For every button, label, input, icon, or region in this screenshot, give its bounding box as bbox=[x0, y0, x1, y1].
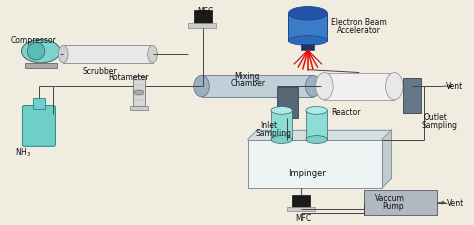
Ellipse shape bbox=[306, 106, 328, 114]
Bar bbox=[271, 110, 292, 140]
Text: Accelerator: Accelerator bbox=[337, 26, 381, 35]
Bar bbox=[364, 190, 437, 215]
Bar bbox=[133, 76, 145, 106]
Text: Rotameter: Rotameter bbox=[108, 72, 148, 81]
Ellipse shape bbox=[305, 75, 321, 97]
Text: Pump: Pump bbox=[383, 202, 404, 211]
Ellipse shape bbox=[271, 106, 292, 114]
Bar bbox=[201, 75, 313, 97]
Bar bbox=[301, 44, 314, 50]
Ellipse shape bbox=[316, 72, 333, 100]
Text: MFC: MFC bbox=[197, 7, 213, 16]
Ellipse shape bbox=[27, 43, 45, 60]
Bar bbox=[288, 207, 315, 212]
Text: Mixing: Mixing bbox=[234, 72, 259, 81]
FancyBboxPatch shape bbox=[22, 106, 55, 146]
Bar bbox=[130, 106, 148, 110]
Ellipse shape bbox=[148, 45, 157, 63]
Text: Scrubber: Scrubber bbox=[82, 67, 117, 76]
Ellipse shape bbox=[306, 136, 328, 143]
Text: Chamber: Chamber bbox=[230, 79, 265, 88]
Bar bbox=[63, 45, 153, 63]
Bar bbox=[403, 78, 420, 113]
Bar bbox=[248, 140, 382, 188]
Bar bbox=[277, 87, 298, 118]
Bar bbox=[25, 63, 57, 68]
Bar bbox=[33, 98, 45, 109]
Text: NH$_3$: NH$_3$ bbox=[15, 146, 31, 159]
Text: Vent: Vent bbox=[447, 199, 464, 208]
Bar bbox=[292, 195, 310, 207]
Text: Vent: Vent bbox=[446, 82, 463, 91]
Ellipse shape bbox=[134, 90, 144, 95]
Text: Electron Beam: Electron Beam bbox=[331, 18, 387, 27]
Bar bbox=[194, 10, 212, 23]
Text: MFC: MFC bbox=[295, 214, 311, 223]
Text: Sampling: Sampling bbox=[421, 121, 457, 130]
Bar bbox=[306, 110, 328, 140]
Text: Outlet: Outlet bbox=[423, 113, 447, 122]
Polygon shape bbox=[382, 130, 392, 188]
Ellipse shape bbox=[289, 7, 328, 20]
Bar bbox=[189, 23, 216, 28]
Ellipse shape bbox=[21, 40, 60, 63]
Polygon shape bbox=[248, 130, 392, 140]
Ellipse shape bbox=[58, 45, 68, 63]
Ellipse shape bbox=[194, 75, 210, 97]
Text: Vaccum: Vaccum bbox=[375, 194, 405, 203]
Ellipse shape bbox=[271, 136, 292, 143]
Text: Inlet: Inlet bbox=[260, 121, 277, 130]
Text: Reactor: Reactor bbox=[331, 108, 361, 117]
Text: Impinger: Impinger bbox=[289, 169, 326, 178]
Text: Sampling: Sampling bbox=[255, 129, 292, 138]
Text: Compressor: Compressor bbox=[11, 36, 56, 45]
Bar bbox=[324, 72, 394, 100]
Bar bbox=[289, 13, 328, 40]
Ellipse shape bbox=[385, 72, 403, 100]
Ellipse shape bbox=[289, 36, 328, 45]
